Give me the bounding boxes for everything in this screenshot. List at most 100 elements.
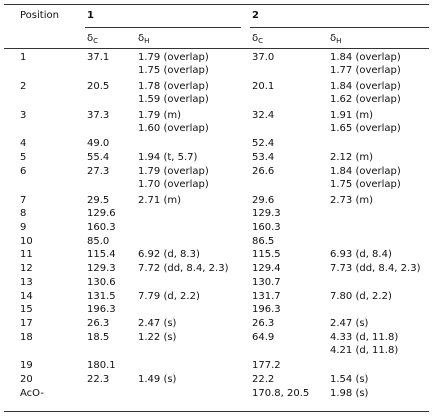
subheader: δH — [330, 33, 341, 45]
delta-h: 1.59 (overlap) — [138, 94, 209, 106]
delta-h: 2.47 (s) — [330, 317, 369, 329]
delta: δ — [330, 33, 337, 44]
position: 3 — [20, 109, 27, 121]
rule — [4, 48, 429, 49]
delta-c: 22.3 — [87, 374, 110, 386]
delta-h: 7.79 (d, 2.2) — [138, 290, 200, 302]
delta-h: 1.79 (overlap) — [138, 165, 209, 177]
delta-h: 1.77 (overlap) — [330, 65, 401, 77]
delta-c: 22.2 — [252, 374, 275, 386]
delta-h: 1.98 (s) — [330, 387, 369, 399]
delta-c: 85.0 — [87, 235, 110, 247]
nucleus: C — [258, 37, 264, 45]
delta-h: 1.94 (t, 5.7) — [138, 152, 198, 164]
position: AcO- — [20, 387, 44, 399]
delta-h: 1.49 (s) — [138, 374, 177, 386]
position: 2 — [20, 80, 27, 92]
delta-h: 1.78 (overlap) — [138, 80, 209, 92]
delta-h: 2.73 (m) — [330, 194, 373, 206]
delta-c: 180.1 — [87, 360, 116, 372]
delta-c: 49.0 — [87, 138, 110, 150]
header-compound: 1 — [87, 10, 94, 21]
position: 8 — [20, 208, 27, 220]
delta-h: 7.73 (dd, 8.4, 2.3) — [330, 263, 421, 275]
delta-h: 2.71 (m) — [138, 194, 181, 206]
delta-h: 1.84 (overlap) — [330, 52, 401, 63]
subheader: δC — [87, 33, 98, 45]
delta-c: 29.5 — [87, 194, 110, 206]
delta-h: 1.79 (overlap) — [138, 52, 209, 63]
delta-c: 115.5 — [252, 249, 281, 261]
delta-c: 131.7 — [252, 290, 281, 302]
position: 14 — [20, 290, 33, 302]
delta: δ — [87, 33, 94, 44]
delta-c: 177.2 — [252, 360, 281, 372]
delta-c: 26.6 — [252, 165, 275, 177]
position: 4 — [20, 138, 27, 150]
delta-h: 2.12 (m) — [330, 152, 373, 164]
delta-h: 4.21 (d, 11.8) — [330, 345, 399, 356]
delta-h: 4.33 (d, 11.8) — [330, 331, 399, 343]
rule — [85, 27, 241, 28]
delta-h: 1.22 (s) — [138, 331, 177, 343]
delta-c: 26.3 — [252, 317, 275, 329]
delta-h: 1.84 (overlap) — [330, 165, 401, 177]
delta: δ — [252, 33, 259, 44]
delta-c: 26.3 — [87, 317, 110, 329]
delta-h: 1.75 (overlap) — [330, 179, 401, 191]
delta-h: 7.72 (dd, 8.4, 2.3) — [138, 263, 229, 275]
delta-c: 64.9 — [252, 331, 275, 343]
position: 17 — [20, 317, 33, 329]
header-compound: 2 — [252, 10, 259, 21]
header-position: Position — [20, 10, 59, 21]
rule — [250, 27, 429, 28]
delta-h: 2.47 (s) — [138, 317, 177, 329]
delta-c: 86.5 — [252, 235, 275, 247]
delta-c: 129.6 — [87, 208, 116, 220]
position: 5 — [20, 152, 27, 164]
delta-c: 130.7 — [252, 276, 281, 288]
position: 15 — [20, 304, 33, 316]
position: 18 — [20, 331, 33, 343]
position: 12 — [20, 263, 33, 275]
position: 1 — [20, 52, 27, 63]
position: 10 — [20, 235, 33, 247]
delta-h: 1.62 (overlap) — [330, 94, 401, 106]
delta-h: 1.54 (s) — [330, 374, 369, 386]
delta-c: 129.3 — [252, 208, 281, 220]
nucleus: H — [336, 37, 342, 45]
nucleus: H — [144, 37, 150, 45]
delta-c: 196.3 — [87, 304, 116, 316]
delta-c: 129.3 — [87, 263, 116, 275]
position: 20 — [20, 374, 33, 386]
delta-h: 1.84 (overlap) — [330, 80, 401, 92]
subheader: δC — [252, 33, 263, 45]
delta-c: 53.4 — [252, 152, 275, 164]
delta-c: 29.6 — [252, 194, 275, 206]
delta-h: 1.79 (m) — [138, 109, 181, 121]
delta-c: 115.4 — [87, 249, 116, 261]
delta-c: 37.1 — [87, 52, 110, 63]
delta-c: 160.3 — [87, 222, 116, 233]
position: 6 — [20, 165, 27, 177]
delta-c: 160.3 — [252, 222, 281, 233]
nucleus: C — [93, 37, 99, 45]
position: 9 — [20, 222, 27, 233]
position: 11 — [20, 249, 33, 261]
delta-c: 32.4 — [252, 109, 275, 121]
position: 7 — [20, 194, 27, 206]
delta-c: 131.5 — [87, 290, 116, 302]
subheader: δH — [138, 33, 149, 45]
delta-c: 196.3 — [252, 304, 281, 316]
delta-c: 129.4 — [252, 263, 281, 275]
delta-c: 37.3 — [87, 109, 110, 121]
delta: δ — [138, 33, 145, 44]
delta-c: 170.8, 20.5 — [252, 387, 310, 399]
delta-c: 52.4 — [252, 138, 275, 150]
rule — [4, 4, 429, 5]
delta-h: 1.91 (m) — [330, 109, 373, 121]
delta-h: 6.93 (d, 8.4) — [330, 249, 392, 261]
delta-h: 1.75 (overlap) — [138, 65, 209, 77]
delta-c: 20.5 — [87, 80, 110, 92]
delta-h: 1.70 (overlap) — [138, 179, 209, 191]
